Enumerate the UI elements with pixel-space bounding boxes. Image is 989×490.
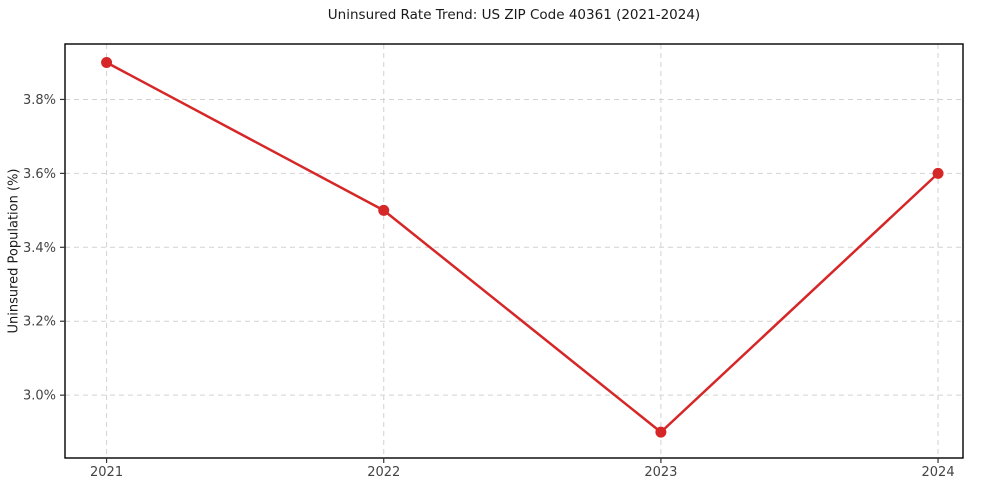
y-tick-label: 3.4% [23, 241, 56, 256]
trend-line [105, 61, 939, 434]
data-point-marker [378, 204, 390, 216]
y-tick-label: 3.6% [23, 167, 56, 182]
x-tick-label: 2023 [644, 465, 677, 480]
y-tick-label: 3.8% [23, 93, 56, 108]
chart-title: Uninsured Rate Trend: US ZIP Code 40361 … [327, 7, 701, 23]
x-tick-label: 2024 [922, 465, 955, 480]
data-point-marker [655, 426, 667, 438]
data-point-marker [932, 167, 944, 179]
y-axis-label: Uninsured Population (%) [6, 168, 22, 334]
x-tick-label: 2021 [90, 465, 123, 480]
data-point-marker [101, 56, 113, 68]
x-tick-label: 2022 [367, 465, 400, 480]
plot-border [64, 43, 964, 459]
y-tick-label: 3.0% [23, 389, 56, 404]
y-tick-label: 3.2% [23, 315, 56, 330]
